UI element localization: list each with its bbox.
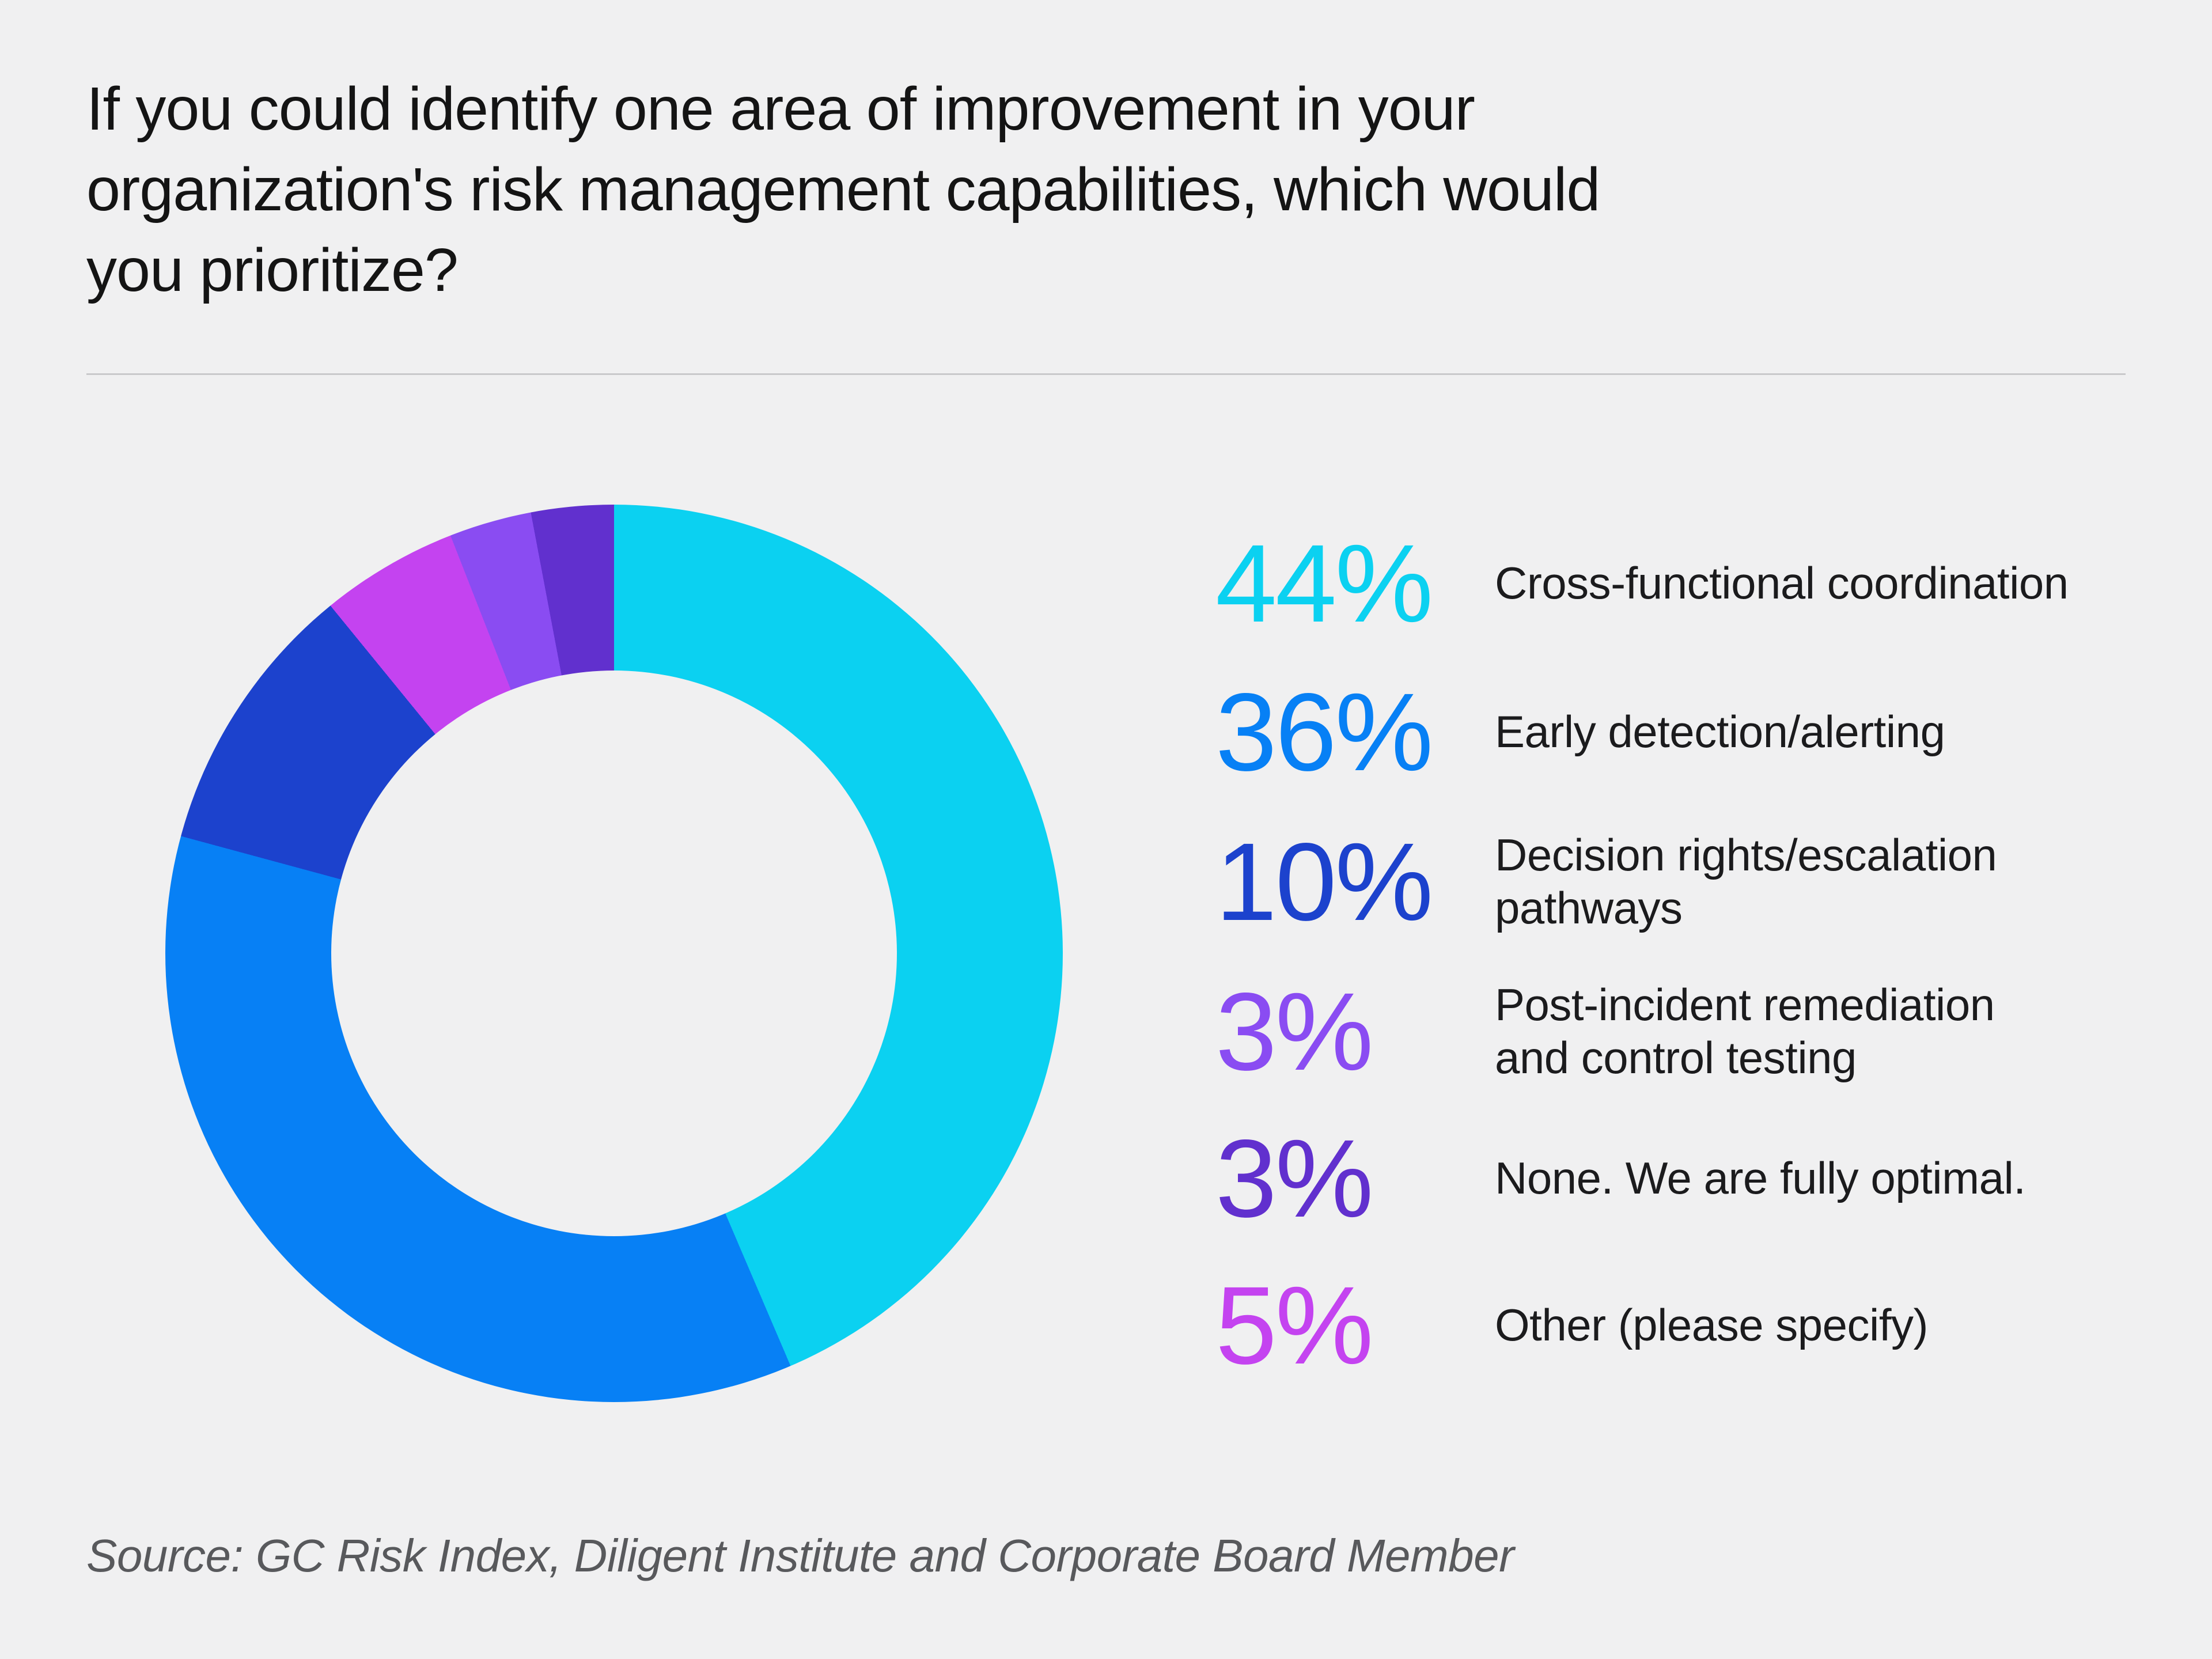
- legend-percent: 36%: [1215, 669, 1433, 794]
- title-divider: [86, 373, 2126, 375]
- legend-label: Post-incident remediation and control te…: [1495, 979, 1995, 1083]
- legend-row: 10% Decision rights/escalation pathways: [1215, 815, 2149, 948]
- donut-hole: [331, 671, 897, 1236]
- source-attribution: Source: GC Risk Index, Diligent Institut…: [86, 1530, 1514, 1581]
- legend-percent: 44%: [1215, 521, 1433, 645]
- legend-row: 3% None. We are fully optimal.: [1215, 1112, 2149, 1244]
- legend-row: 5% Other (please specify): [1215, 1259, 2149, 1391]
- legend-label: Decision rights/escalation pathways: [1495, 829, 1997, 933]
- legend-percent: 5%: [1215, 1263, 1374, 1387]
- legend-percent: 3%: [1215, 969, 1374, 1093]
- page-title: If you could identify one area of improv…: [86, 75, 1600, 304]
- donut-chart-area: [165, 505, 1063, 1402]
- legend-row: 44% Cross-functional coordination: [1215, 517, 2149, 649]
- legend-label: None. We are fully optimal.: [1495, 1152, 2026, 1203]
- legend-row: 3% Post-incident remediation and control…: [1215, 965, 2149, 1097]
- legend-label: Other (please specify): [1495, 1299, 1928, 1350]
- legend-row: 36% Early detection/alerting: [1215, 665, 2149, 798]
- legend-percent: 3%: [1215, 1116, 1374, 1240]
- legend-label: Cross-functional coordination: [1495, 557, 2069, 608]
- legend-percent: 10%: [1215, 819, 1433, 944]
- legend-label: Early detection/alerting: [1495, 706, 1945, 757]
